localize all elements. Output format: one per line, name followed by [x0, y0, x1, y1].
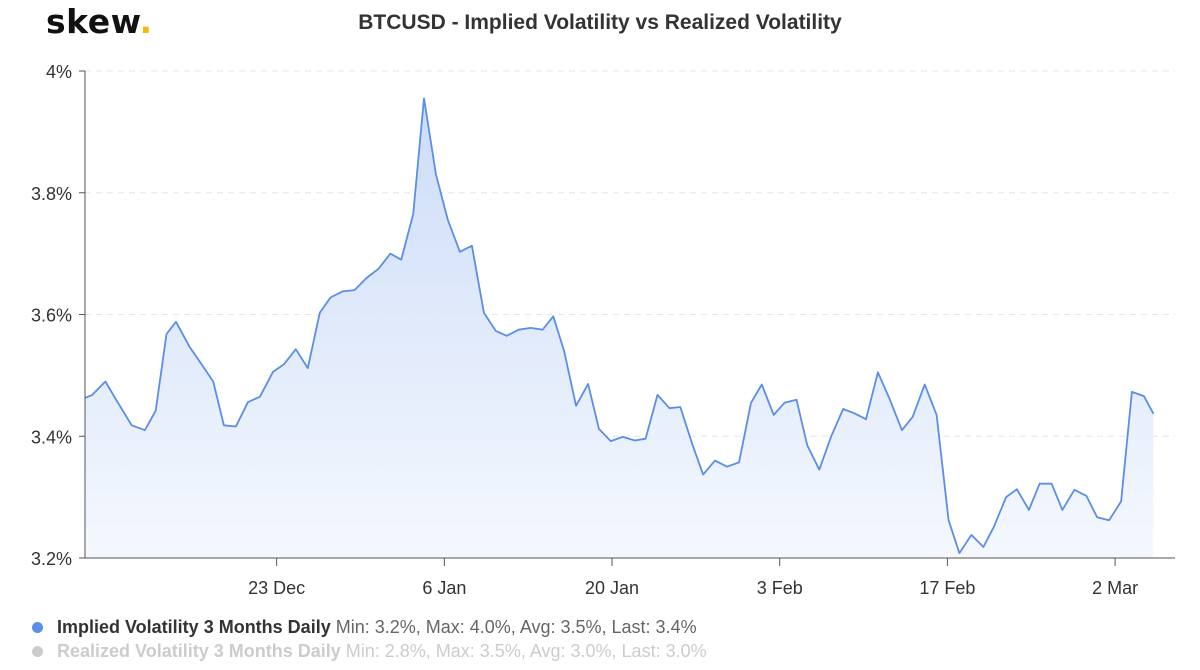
legend-dot-icon	[32, 621, 43, 633]
legend-item-realized-volatility[interactable]: Realized Volatility 3 Months Daily Min: …	[32, 639, 707, 663]
y-tick-label: 3.4%	[31, 427, 72, 447]
x-tick-label: 17 Feb	[919, 578, 975, 598]
y-tick-label: 4%	[46, 62, 72, 82]
grid-lines	[85, 70, 1175, 437]
logo-dot: .	[139, 2, 153, 41]
x-tick-label: 3 Feb	[757, 578, 803, 598]
x-tick-label: 6 Jan	[422, 578, 466, 598]
series-area	[84, 97, 1155, 559]
series-line-implied-volatility	[84, 97, 1155, 554]
x-tick-label: 2 Mar	[1092, 578, 1138, 598]
tick-labels: 3.2% 3.4% 3.6% 3.8% 4% 23 Dec 6 Jan 20 Jan 3 Feb…	[31, 62, 1138, 598]
axes	[79, 70, 1175, 566]
legend-series-stats: Min: 2.8%, Max: 3.5%, Avg: 3.0%, Last: 3…	[345, 641, 707, 661]
y-tick-label: 3.6%	[31, 306, 72, 326]
y-tick-label: 3.8%	[31, 184, 72, 204]
legend-series-name: Implied Volatility 3 Months Daily	[57, 617, 331, 637]
legend-series-stats: Min: 3.2%, Max: 4.0%, Avg: 3.5%, Last: 3…	[335, 617, 697, 637]
x-tick-label: 23 Dec	[248, 578, 305, 598]
chart-title: BTCUSD - Implied Volatility vs Realized …	[358, 11, 842, 34]
series-area-fill	[85, 98, 1154, 559]
x-tick-label: 20 Jan	[585, 578, 639, 598]
legend-item-implied-volatility[interactable]: Implied Volatility 3 Months Daily Min: 3…	[32, 615, 697, 639]
logo-text: skew	[46, 2, 140, 41]
skew-logo: skew.	[46, 2, 153, 42]
y-tick-label: 3.2%	[31, 549, 72, 569]
legend-dot-icon	[32, 645, 43, 657]
legend-series-name: Realized Volatility 3 Months Daily	[57, 641, 341, 661]
